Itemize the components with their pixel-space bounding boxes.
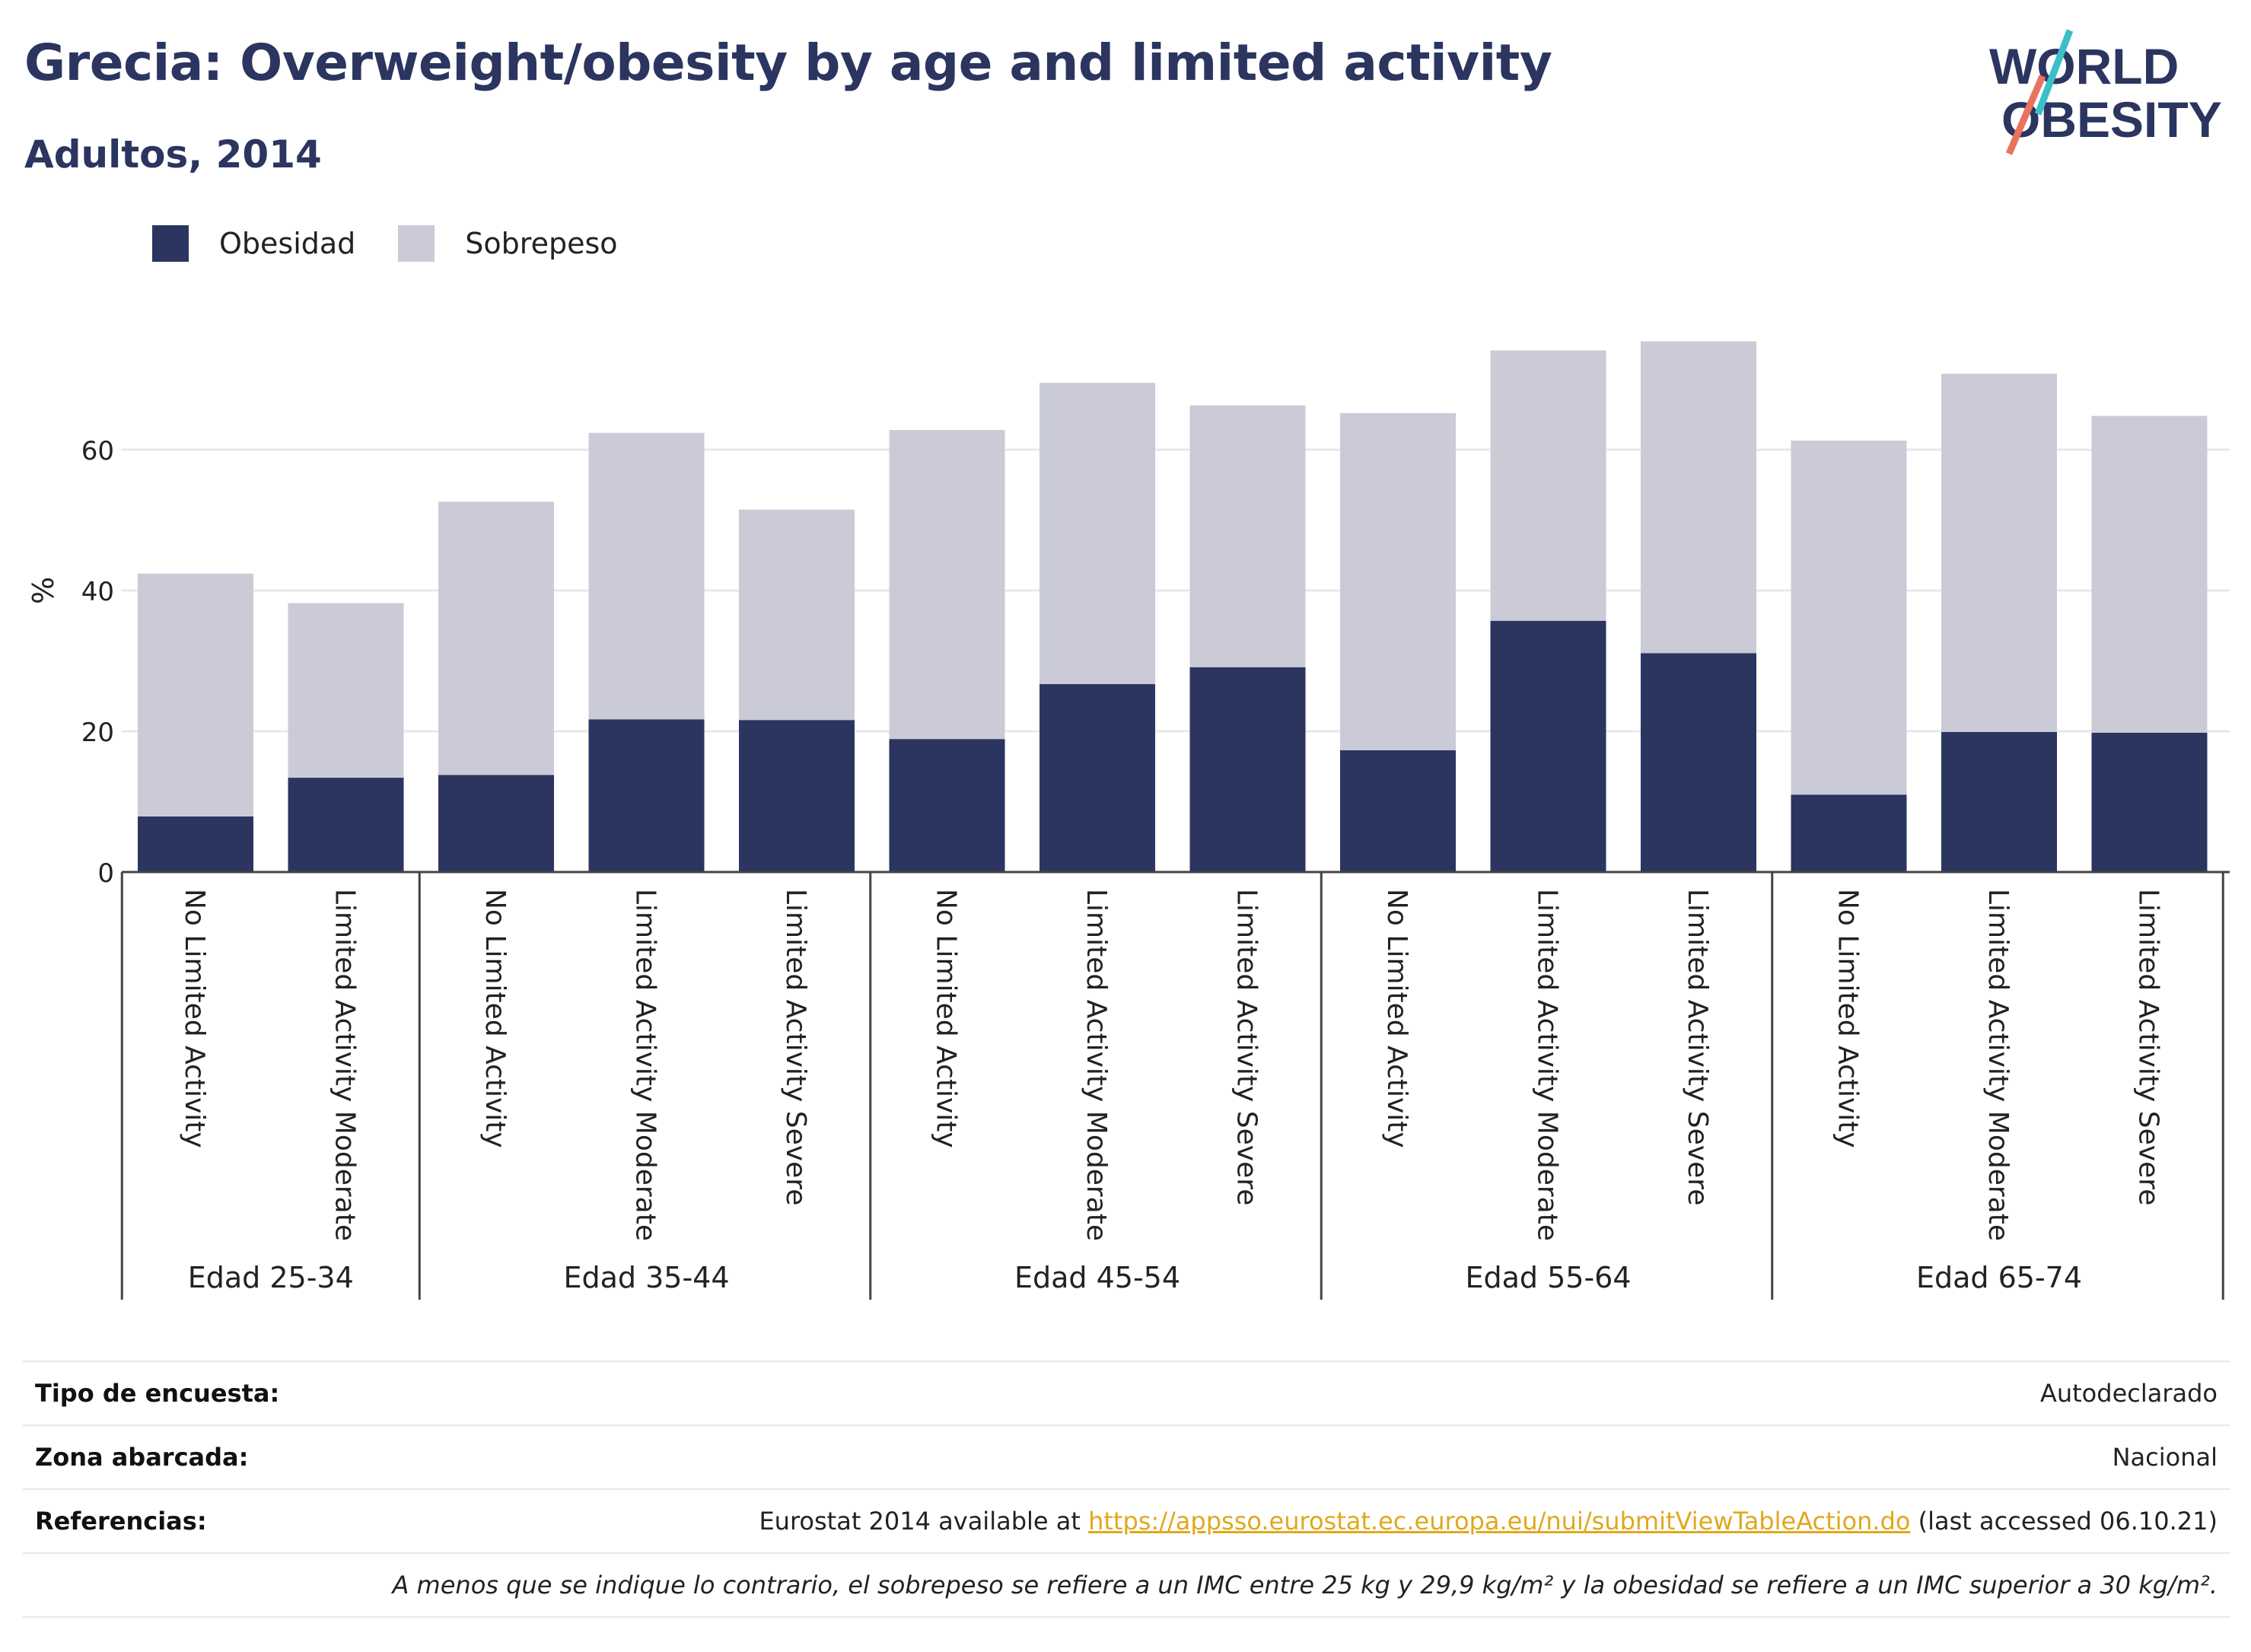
chart-subtitle: Adultos, 2014 xyxy=(24,132,322,177)
bar-obesidad xyxy=(288,778,404,872)
bar-obesidad xyxy=(1040,684,1155,872)
footer-row-references: Referencias: Eurostat 2014 available at … xyxy=(23,1488,2230,1552)
bar-sobrepeso xyxy=(1791,440,1907,795)
footer-row-area: Zona abarcada: Nacional xyxy=(23,1424,2230,1488)
bar-sobrepeso xyxy=(1641,341,1756,654)
logo-slash-coral xyxy=(2005,75,2046,155)
x-group-label: Edad 35-44 xyxy=(563,1261,729,1294)
legend-label-overweight: Sobrepeso xyxy=(465,227,618,260)
x-tick-label: Limited Activity Severe xyxy=(1231,889,1262,1205)
x-tick-label: Limited Activity Severe xyxy=(2133,889,2164,1205)
y-tick-label: 20 xyxy=(81,718,114,748)
y-axis-label: % xyxy=(27,577,60,604)
logo-slash-teal xyxy=(2034,29,2074,116)
x-tick-label: No Limited Activity xyxy=(931,889,962,1148)
x-group-label: Edad 65-74 xyxy=(1916,1261,2082,1294)
bar-sobrepeso xyxy=(288,603,404,778)
footer-label-references: Referencias: xyxy=(35,1507,207,1536)
footer-row-note: A menos que se indique lo contrario, el … xyxy=(23,1552,2230,1618)
footer-label-survey-type: Tipo de encuesta: xyxy=(35,1379,280,1408)
x-tick-label: No Limited Activity xyxy=(1381,889,1412,1148)
chart-title: Grecia: Overweight/obesity by age and li… xyxy=(24,33,1552,92)
legend-swatch-obesity xyxy=(152,225,189,262)
x-tick-label: No Limited Activity xyxy=(1832,889,1864,1148)
legend-label-obesity: Obesidad xyxy=(219,227,356,260)
bar-sobrepeso xyxy=(739,509,855,721)
bar-sobrepeso xyxy=(588,432,705,720)
x-tick-label: Limited Activity Severe xyxy=(780,889,811,1205)
stacked-bar-chart: 0 20 40 60% No Limited Activity Limited Activ… xyxy=(27,341,2230,1300)
x-group-label: Edad 25-34 xyxy=(188,1261,354,1294)
x-tick-label: No Limited Activity xyxy=(179,889,210,1148)
footer-note: A menos que se indique lo contrario, el … xyxy=(392,1571,2218,1599)
bar-obesidad xyxy=(1791,794,1907,872)
bar-obesidad xyxy=(1340,750,1456,872)
x-tick-label: Limited Activity Moderate xyxy=(1532,889,1563,1241)
bar-sobrepeso xyxy=(1189,405,1306,667)
bar-sobrepeso xyxy=(438,501,554,775)
references-text-post: (last accessed 06.10.21) xyxy=(1910,1507,2218,1536)
x-group-label: Edad 55-64 xyxy=(1465,1261,1631,1294)
bar-obesidad xyxy=(138,816,253,872)
bar-obesidad xyxy=(438,775,554,872)
chart-legend: Obesidad Sobrepeso xyxy=(152,225,661,262)
footer-table: Tipo de encuesta: Autodeclarado Zona aba… xyxy=(23,1361,2230,1618)
bar-obesidad xyxy=(1941,731,2057,872)
legend-item-obesity: Obesidad xyxy=(152,225,355,262)
bar-sobrepeso xyxy=(2091,415,2208,733)
x-tick-label: Limited Activity Moderate xyxy=(630,889,661,1241)
bar-obesidad xyxy=(1189,667,1306,872)
x-group-label: Edad 45-54 xyxy=(1014,1261,1180,1294)
x-tick-label: Limited Activity Severe xyxy=(1682,889,1713,1205)
bar-obesidad xyxy=(2091,732,2208,872)
bar-obesidad xyxy=(889,739,1005,872)
y-tick-label: 0 xyxy=(97,858,114,889)
x-tick-label: No Limited Activity xyxy=(479,889,511,1148)
logo-text-obesity: OBESITY xyxy=(2001,91,2222,148)
bar-sobrepeso xyxy=(138,573,253,816)
references-link[interactable]: https://appsso.eurostat.ec.europa.eu/nui… xyxy=(1088,1507,1911,1536)
bar-sobrepeso xyxy=(1340,412,1456,750)
bar-obesidad xyxy=(588,719,705,872)
x-tick-label: Limited Activity Moderate xyxy=(1081,889,1112,1241)
legend-item-overweight: Sobrepeso xyxy=(398,225,618,262)
bar-obesidad xyxy=(1641,653,1756,872)
references-text-pre: Eurostat 2014 available at xyxy=(759,1507,1089,1536)
bar-sobrepeso xyxy=(1941,374,2057,732)
x-tick-label: Limited Activity Moderate xyxy=(1982,889,2014,1241)
bar-sobrepeso xyxy=(889,430,1005,740)
footer-value-survey-type: Autodeclarado xyxy=(2039,1379,2218,1408)
y-tick-label: 40 xyxy=(81,577,114,607)
bar-sobrepeso xyxy=(1040,383,1155,685)
footer-label-area: Zona abarcada: xyxy=(35,1443,249,1472)
world-obesity-logo: WORLD OBESITY xyxy=(1989,29,2222,155)
footer-value-references: Eurostat 2014 available at https://appss… xyxy=(759,1507,2218,1536)
logo-text-world: WORLD xyxy=(1989,38,2179,94)
footer-value-area: Nacional xyxy=(2112,1443,2218,1472)
bar-obesidad xyxy=(1490,620,1606,872)
legend-swatch-overweight xyxy=(398,225,435,262)
footer-row-survey-type: Tipo de encuesta: Autodeclarado xyxy=(23,1361,2230,1424)
bar-sobrepeso xyxy=(1490,350,1606,621)
y-tick-label: 60 xyxy=(81,436,114,466)
bar-obesidad xyxy=(739,720,855,872)
x-tick-label: Limited Activity Moderate xyxy=(330,889,361,1241)
